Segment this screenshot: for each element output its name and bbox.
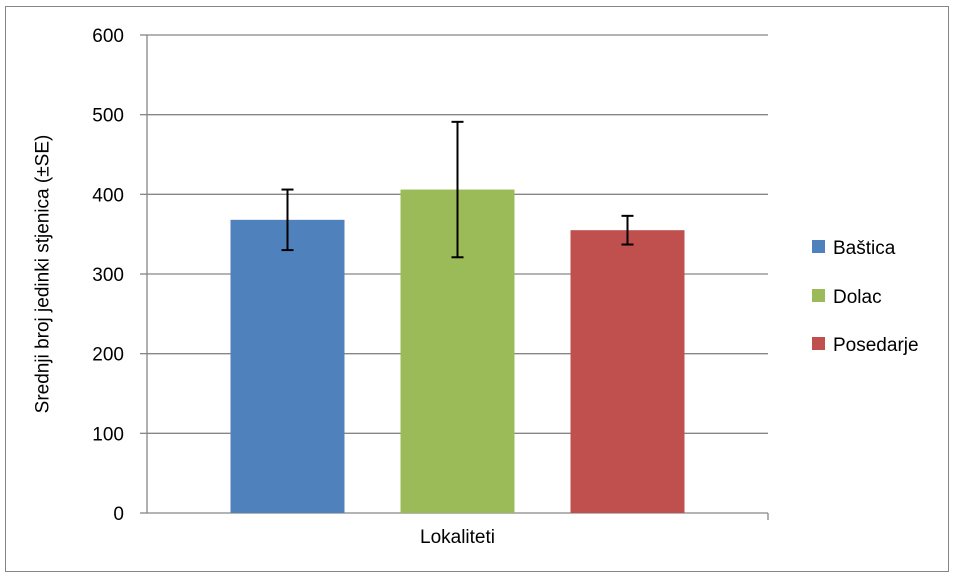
legend-label: Posedarje xyxy=(833,335,919,356)
legend-item-dolac: Dolac xyxy=(812,287,882,308)
y-axis-title: Srednji broj jedinki stjenica (±SE) xyxy=(33,135,54,414)
y-tick-label: 200 xyxy=(92,345,124,366)
legend: Baštica Dolac Posedarje xyxy=(812,238,919,356)
error-bars xyxy=(281,120,634,259)
x-axis-title: Lokaliteti xyxy=(420,527,495,548)
y-tick-label: 400 xyxy=(92,185,124,206)
y-tick-label: 100 xyxy=(92,424,124,445)
legend-swatch xyxy=(812,289,825,302)
error-bar-posedarje xyxy=(621,214,634,246)
bar-posedarje xyxy=(570,230,685,513)
y-tick-labels: 0 100 200 300 400 500 600 xyxy=(92,26,124,525)
error-bar-baštica xyxy=(281,188,294,252)
legend-swatch xyxy=(812,337,825,350)
y-tick-label: 500 xyxy=(92,106,124,127)
error-bar-dolac xyxy=(451,120,464,259)
legend-item-baštica: Baštica xyxy=(812,238,896,259)
legend-label: Dolac xyxy=(833,287,882,308)
y-tick-label: 300 xyxy=(92,265,124,286)
y-tick-label: 0 xyxy=(113,504,124,525)
bar-baštica xyxy=(230,219,345,513)
y-tick-label: 600 xyxy=(92,26,124,47)
legend-swatch xyxy=(812,240,825,253)
legend-label: Baštica xyxy=(833,238,896,259)
legend-item-posedarje: Posedarje xyxy=(812,335,919,356)
